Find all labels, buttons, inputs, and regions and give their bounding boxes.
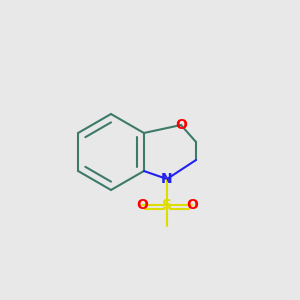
Text: O: O [186, 198, 198, 212]
Text: S: S [162, 198, 172, 212]
Text: N: N [161, 172, 173, 186]
Text: O: O [136, 198, 148, 212]
Text: O: O [175, 118, 187, 132]
